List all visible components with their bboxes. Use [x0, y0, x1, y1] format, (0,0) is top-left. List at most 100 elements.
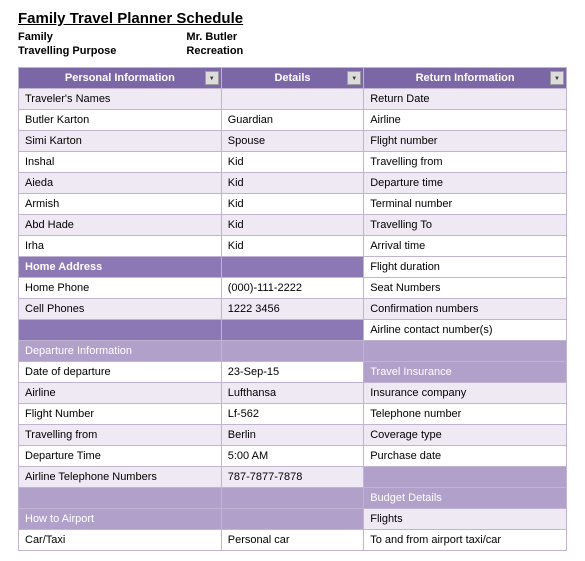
- table-row: Traveler's Names Return Date: [19, 88, 567, 109]
- header-block: Family Mr. Butler Travelling Purpose Rec…: [18, 30, 313, 59]
- cell: Flight number: [364, 130, 567, 151]
- cell: Budget Details: [364, 487, 567, 508]
- cell: 787-7877-7878: [221, 466, 363, 487]
- cell: Cell Phones: [19, 298, 222, 319]
- cell: Travel Insurance: [364, 361, 567, 382]
- table-row: Abd HadeKidTravelling To: [19, 214, 567, 235]
- cell: Terminal number: [364, 193, 567, 214]
- cell: Home Phone: [19, 277, 222, 298]
- cell: Purchase date: [364, 445, 567, 466]
- cell: [19, 319, 222, 340]
- dropdown-icon[interactable]: ▼: [550, 71, 564, 85]
- table-row: IrhaKidArrival time: [19, 235, 567, 256]
- cell: Departure Time: [19, 445, 222, 466]
- cell: [221, 508, 363, 529]
- cell: How to Airport: [19, 508, 222, 529]
- cell: Armish: [19, 193, 222, 214]
- cell: Travelling from: [19, 424, 222, 445]
- cell: [221, 487, 363, 508]
- table-row: Departure Time5:00 AMPurchase date: [19, 445, 567, 466]
- cell: Guardian: [221, 109, 363, 130]
- cell: Airline contact number(s): [364, 319, 567, 340]
- table-row: Date of departure23-Sep-15Travel Insuran…: [19, 361, 567, 382]
- cell: [221, 319, 363, 340]
- header-label-family: Family: [18, 30, 186, 44]
- cell: Flight Number: [19, 403, 222, 424]
- col-header-return[interactable]: Return Information ▼: [364, 67, 567, 88]
- cell: Confirmation numbers: [364, 298, 567, 319]
- dropdown-icon[interactable]: ▼: [205, 71, 219, 85]
- cell: Flight duration: [364, 256, 567, 277]
- cell: Traveler's Names: [19, 88, 222, 109]
- cell: [221, 340, 363, 361]
- cell: Irha: [19, 235, 222, 256]
- cell: [221, 88, 363, 109]
- cell: Aieda: [19, 172, 222, 193]
- cell: Departure time: [364, 172, 567, 193]
- col-header-details[interactable]: Details ▼: [221, 67, 363, 88]
- col-header-personal-label: Personal Information: [65, 72, 175, 84]
- cell: Airline: [19, 382, 222, 403]
- table-row: How to Airport Flights: [19, 508, 567, 529]
- col-header-return-label: Return Information: [416, 72, 515, 84]
- table-row: Home Address Flight duration: [19, 256, 567, 277]
- cell: [364, 466, 567, 487]
- cell: Lf-562: [221, 403, 363, 424]
- col-header-personal[interactable]: Personal Information ▼: [19, 67, 222, 88]
- cell: 23-Sep-15: [221, 361, 363, 382]
- table-row: Departure Information: [19, 340, 567, 361]
- cell: Kid: [221, 235, 363, 256]
- cell: [19, 487, 222, 508]
- cell: Kid: [221, 214, 363, 235]
- cell: Coverage type: [364, 424, 567, 445]
- cell: Telephone number: [364, 403, 567, 424]
- cell: Airline: [364, 109, 567, 130]
- cell: [364, 340, 567, 361]
- cell: Departure Information: [19, 340, 222, 361]
- header-value-family: Mr. Butler: [186, 30, 313, 44]
- table-row: ArmishKidTerminal number: [19, 193, 567, 214]
- table-row: Butler KartonGuardianAirline: [19, 109, 567, 130]
- header-value-purpose: Recreation: [186, 44, 313, 58]
- cell: Arrival time: [364, 235, 567, 256]
- cell: Abd Hade: [19, 214, 222, 235]
- cell: Date of departure: [19, 361, 222, 382]
- dropdown-icon[interactable]: ▼: [347, 71, 361, 85]
- cell: Travelling To: [364, 214, 567, 235]
- cell: (000)-111-2222: [221, 277, 363, 298]
- planner-grid: Personal Information ▼ Details ▼ Return …: [18, 67, 567, 551]
- cell: 5:00 AM: [221, 445, 363, 466]
- cell: Airline Telephone Numbers: [19, 466, 222, 487]
- cell: [221, 256, 363, 277]
- cell: Berlin: [221, 424, 363, 445]
- table-row: Home Phone(000)-111-2222Seat Numbers: [19, 277, 567, 298]
- cell: Travelling from: [364, 151, 567, 172]
- table-row: Simi KartonSpouseFlight number: [19, 130, 567, 151]
- table-row: AirlineLufthansaInsurance company: [19, 382, 567, 403]
- cell: Return Date: [364, 88, 567, 109]
- cell: 1222 3456: [221, 298, 363, 319]
- cell: Home Address: [19, 256, 222, 277]
- cell: Butler Karton: [19, 109, 222, 130]
- cell: Kid: [221, 172, 363, 193]
- cell: Spouse: [221, 130, 363, 151]
- col-header-details-label: Details: [274, 72, 310, 84]
- cell: Flights: [364, 508, 567, 529]
- cell: Inshal: [19, 151, 222, 172]
- cell: Seat Numbers: [364, 277, 567, 298]
- table-row: InshalKidTravelling from: [19, 151, 567, 172]
- cell: Simi Karton: [19, 130, 222, 151]
- table-row: AiedaKidDeparture time: [19, 172, 567, 193]
- cell: Kid: [221, 151, 363, 172]
- cell: Lufthansa: [221, 382, 363, 403]
- table-row: Flight NumberLf-562Telephone number: [19, 403, 567, 424]
- table-row: Travelling fromBerlinCoverage type: [19, 424, 567, 445]
- table-row: Budget Details: [19, 487, 567, 508]
- table-row: Airline contact number(s): [19, 319, 567, 340]
- table-row: Cell Phones1222 3456Confirmation numbers: [19, 298, 567, 319]
- page-title: Family Travel Planner Schedule: [18, 10, 567, 27]
- table-row: Airline Telephone Numbers787-7877-7878: [19, 466, 567, 487]
- cell: Insurance company: [364, 382, 567, 403]
- cell: Kid: [221, 193, 363, 214]
- header-label-purpose: Travelling Purpose: [18, 44, 186, 58]
